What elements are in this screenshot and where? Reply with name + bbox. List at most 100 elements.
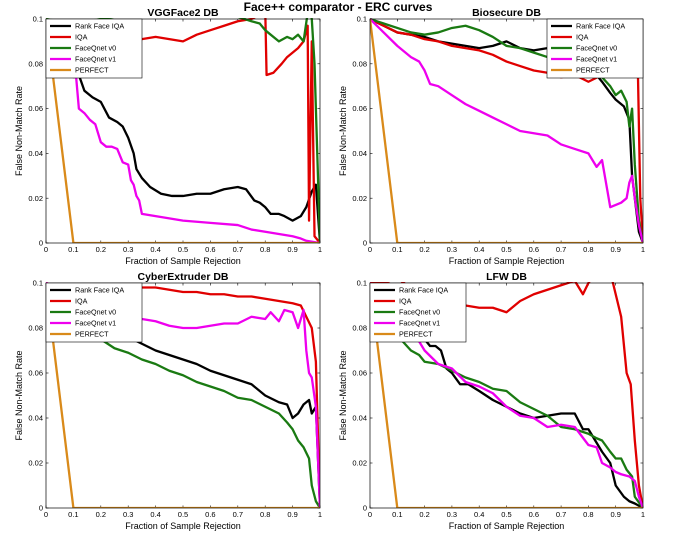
chart-panel-2: Biosecure DB 0 0.1 0.2 0.3 0.4 0.5 0.6 0.7 0.8 0.9… (338, 7, 645, 266)
x-tick-label: 1 (318, 245, 322, 254)
y-axis-label: False Non-Match Rate (14, 86, 24, 176)
chart-panel-1: VGGFace2 DB 0 0.1 0.2 0.3 0.4 0.5 0.6 0.7 0.8 0.9 1… (14, 7, 322, 266)
legend-label: Rank Face IQA (75, 22, 124, 31)
chart-panel-3: CyberExtruder DB 0 0.1 0.2 0.3 0.4 0.5 0.6 0.7 0.… (14, 271, 322, 531)
x-tick-label: 0.9 (610, 510, 620, 519)
legend-label: IQA (75, 33, 88, 42)
x-tick-label: 0.9 (610, 245, 620, 254)
legend-label: FaceQnet v0 (399, 308, 440, 317)
legend-label: FaceQnet v1 (399, 319, 440, 328)
x-tick-label: 1 (641, 510, 645, 519)
chart-title: CyberExtruder DB (137, 271, 228, 283)
legend-label: FaceQnet v0 (576, 44, 617, 53)
legend: Rank Face IQA IQA FaceQnet v0 FaceQnet v1 PE… (45, 282, 143, 343)
y-tick-label: 0.08 (28, 324, 43, 333)
x-tick-label: 0.2 (419, 245, 429, 254)
x-tick-label: 0.1 (68, 245, 78, 254)
series-line-5 (370, 282, 643, 508)
x-tick-label: 0.5 (501, 245, 511, 254)
x-tick-label: 0.5 (178, 510, 188, 519)
y-tick-label: 0.08 (28, 59, 43, 68)
x-tick-label: 0.1 (392, 245, 402, 254)
y-tick-label: 0.1 (33, 279, 43, 288)
y-axis-label: False Non-Match Rate (338, 86, 348, 176)
legend-label: FaceQnet v1 (576, 55, 617, 64)
legend-label: Rank Face IQA (576, 22, 625, 31)
x-tick-label: 0.8 (260, 245, 270, 254)
x-axis-label: Fraction of Sample Rejection (125, 521, 241, 531)
legend-label: Rank Face IQA (399, 286, 448, 295)
legend-label: PERFECT (399, 330, 433, 339)
x-tick-label: 0.6 (529, 245, 539, 254)
x-tick-label: 0.4 (474, 510, 484, 519)
x-tick-label: 0.1 (392, 510, 402, 519)
x-tick-label: 0.3 (123, 510, 133, 519)
x-tick-label: 0.2 (96, 510, 106, 519)
y-tick-label: 0.04 (352, 414, 367, 423)
x-tick-label: 0.2 (419, 510, 429, 519)
x-tick-label: 0.9 (287, 510, 297, 519)
series-line-1 (46, 18, 320, 243)
legend-label: IQA (399, 297, 412, 306)
figure-title: Face++ comparator - ERC curves (244, 0, 433, 14)
y-tick-label: 0 (363, 504, 367, 513)
chart-panel-4: LFW DB 0 0.1 0.2 0.3 0.4 0.5 0.6 0.7 0.8 0.9 1 0 0.02… (338, 271, 645, 531)
x-tick-label: 0.7 (233, 510, 243, 519)
axes-frame (369, 18, 644, 244)
x-tick-label: 0 (368, 510, 372, 519)
x-tick-label: 0 (44, 245, 48, 254)
axes-frame (369, 282, 644, 509)
axes-frame (45, 18, 321, 244)
y-tick-label: 0 (39, 504, 43, 513)
legend-label: Rank Face IQA (75, 286, 124, 295)
x-tick-label: 0.3 (123, 245, 133, 254)
y-tick-label: 0.1 (33, 15, 43, 24)
y-tick-label: 0.06 (352, 369, 367, 378)
x-axis-label: Fraction of Sample Rejection (125, 256, 241, 266)
chart-title: LFW DB (486, 271, 527, 283)
y-axis-label: False Non-Match Rate (338, 350, 348, 440)
x-tick-label: 0 (44, 510, 48, 519)
x-tick-label: 0.4 (150, 245, 160, 254)
legend-label: PERFECT (75, 330, 109, 339)
legend-label: FaceQnet v0 (75, 44, 116, 53)
x-tick-label: 0.2 (96, 245, 106, 254)
y-axis-label: False Non-Match Rate (14, 350, 24, 440)
legend-label: PERFECT (75, 66, 109, 75)
x-tick-label: 0.1 (68, 510, 78, 519)
x-tick-label: 0.7 (556, 510, 566, 519)
x-tick-label: 0.6 (205, 245, 215, 254)
x-tick-label: 0 (368, 245, 372, 254)
legend: Rank Face IQA IQA FaceQnet v0 FaceQnet v1 PE… (45, 18, 143, 79)
chart-title: Biosecure DB (472, 7, 541, 19)
y-tick-label: 0.06 (352, 104, 367, 113)
legend-label: FaceQnet v1 (75, 55, 116, 64)
x-axis-label: Fraction of Sample Rejection (449, 521, 565, 531)
y-tick-label: 0.06 (28, 104, 43, 113)
chart-title: VGGFace2 DB (147, 7, 219, 19)
legend-label: IQA (75, 297, 88, 306)
legend-label: IQA (576, 33, 589, 42)
x-tick-label: 0.5 (178, 245, 188, 254)
x-tick-label: 0.5 (501, 510, 511, 519)
legend: Rank Face IQA IQA FaceQnet v0 FaceQnet v1 PE… (546, 18, 644, 79)
y-tick-label: 0.02 (28, 194, 43, 203)
y-tick-label: 0.04 (28, 414, 43, 423)
series-line-5 (46, 282, 320, 508)
y-tick-label: 0.06 (28, 369, 43, 378)
x-tick-label: 0.4 (150, 510, 160, 519)
y-tick-label: 0.02 (352, 459, 367, 468)
y-tick-label: 0 (363, 239, 367, 248)
y-tick-label: 0.02 (352, 194, 367, 203)
y-tick-label: 0.1 (357, 15, 367, 24)
series-line-5 (46, 18, 320, 243)
legend-label: FaceQnet v1 (75, 319, 116, 328)
x-tick-label: 0.3 (447, 245, 457, 254)
y-tick-label: 0.1 (357, 279, 367, 288)
series-line-3 (46, 18, 320, 243)
x-tick-label: 0.8 (583, 510, 593, 519)
x-axis-label: Fraction of Sample Rejection (449, 256, 565, 266)
chart-panels: VGGFace2 DB 0 0.1 0.2 0.3 0.4 0.5 0.6 0.7 0.8 0.9 1… (14, 7, 645, 531)
x-tick-label: 0.4 (474, 245, 484, 254)
